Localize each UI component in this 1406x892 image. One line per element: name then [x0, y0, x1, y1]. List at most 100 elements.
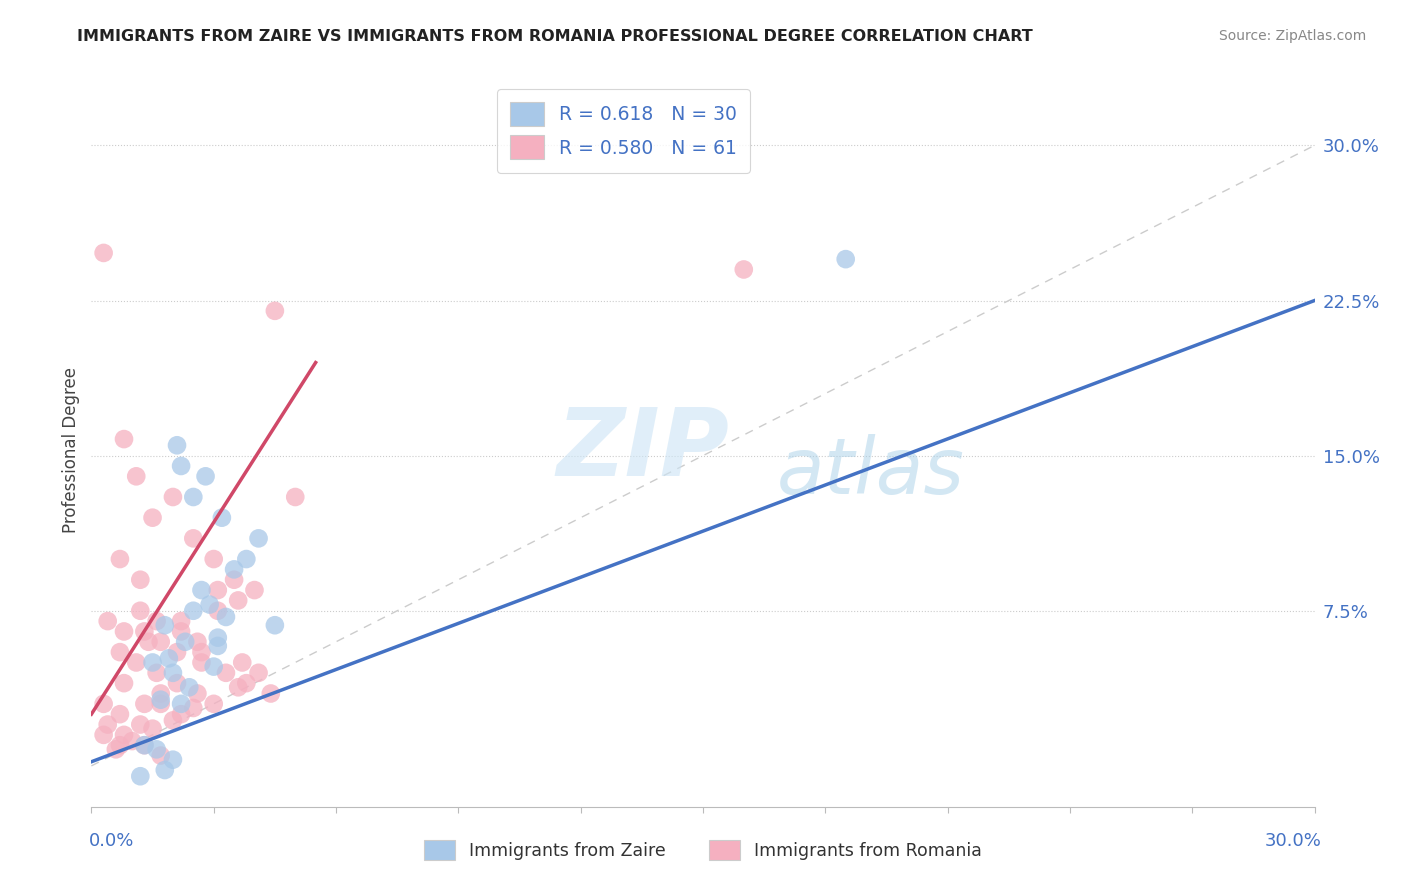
Point [125, 469, 148, 483]
Point [166, 438, 188, 452]
Point [149, 686, 172, 700]
Point [162, 490, 184, 504]
Point [93, 697, 115, 711]
Point [226, 593, 249, 607]
Point [215, 665, 238, 680]
Point [134, 697, 156, 711]
Point [93, 728, 115, 742]
Point [112, 432, 135, 446]
Y-axis label: Professional Degree: Professional Degree [62, 368, 80, 533]
Point [162, 714, 184, 728]
Point [207, 631, 229, 645]
Point [247, 532, 270, 546]
Point [153, 763, 176, 777]
Point [190, 583, 212, 598]
Point [170, 697, 193, 711]
Point [186, 634, 208, 648]
Point [170, 707, 193, 722]
Point [145, 665, 167, 680]
Point [215, 610, 238, 624]
Point [149, 692, 172, 706]
Point [149, 748, 172, 763]
Point [198, 598, 221, 612]
Text: 0.0%: 0.0% [89, 831, 134, 849]
Point [141, 656, 163, 670]
Point [108, 552, 131, 566]
Point [235, 676, 257, 690]
Point [166, 645, 188, 659]
Point [149, 697, 172, 711]
Point [211, 510, 233, 524]
Point [264, 303, 287, 318]
Point [183, 701, 205, 715]
Point [183, 604, 205, 618]
Point [243, 583, 266, 598]
Text: IMMIGRANTS FROM ZAIRE VS IMMIGRANTS FROM ROMANIA PROFESSIONAL DEGREE CORRELATION: IMMIGRANTS FROM ZAIRE VS IMMIGRANTS FROM… [77, 29, 1033, 44]
Point [186, 686, 208, 700]
Point [162, 665, 184, 680]
Point [207, 583, 229, 598]
Point [179, 681, 201, 695]
Point [129, 604, 152, 618]
Point [202, 659, 225, 673]
Point [141, 722, 163, 736]
Point [202, 697, 225, 711]
Point [166, 676, 188, 690]
Point [108, 738, 131, 752]
Point [112, 624, 135, 639]
Legend: R = 0.618   N = 30, R = 0.580   N = 61: R = 0.618 N = 30, R = 0.580 N = 61 [498, 89, 749, 172]
Legend: Immigrants from Zaire, Immigrants from Romania: Immigrants from Zaire, Immigrants from R… [418, 833, 988, 867]
Text: 30.0%: 30.0% [1265, 831, 1322, 849]
Point [247, 665, 270, 680]
Point [134, 738, 156, 752]
Point [260, 686, 283, 700]
Point [222, 573, 246, 587]
Point [108, 707, 131, 722]
Point [157, 651, 180, 665]
Point [170, 614, 193, 628]
Point [129, 769, 152, 783]
Point [202, 552, 225, 566]
Point [170, 624, 193, 639]
Point [129, 717, 152, 731]
Point [141, 510, 163, 524]
Point [97, 614, 120, 628]
Point [153, 618, 176, 632]
Point [222, 562, 246, 576]
Point [162, 753, 184, 767]
Point [207, 604, 229, 618]
Point [129, 573, 152, 587]
Point [149, 634, 172, 648]
Point [108, 645, 131, 659]
Point [733, 262, 755, 277]
Point [231, 656, 253, 670]
Point [121, 734, 143, 748]
Point [183, 532, 205, 546]
Point [284, 490, 307, 504]
Point [145, 742, 167, 756]
Point [226, 681, 249, 695]
Point [125, 656, 148, 670]
Point [235, 552, 257, 566]
Point [138, 634, 160, 648]
Point [264, 618, 287, 632]
Point [170, 458, 193, 473]
Point [134, 624, 156, 639]
Point [835, 252, 858, 267]
Point [190, 645, 212, 659]
Point [194, 469, 217, 483]
Point [112, 728, 135, 742]
Point [174, 634, 197, 648]
Text: ZIP: ZIP [557, 404, 730, 497]
Point [97, 717, 120, 731]
Point [104, 742, 127, 756]
Point [134, 738, 156, 752]
Point [93, 246, 115, 260]
Point [145, 614, 167, 628]
Point [112, 676, 135, 690]
Text: atlas: atlas [776, 434, 965, 510]
Point [207, 639, 229, 653]
Text: Source: ZipAtlas.com: Source: ZipAtlas.com [1219, 29, 1367, 43]
Point [183, 490, 205, 504]
Point [190, 656, 212, 670]
